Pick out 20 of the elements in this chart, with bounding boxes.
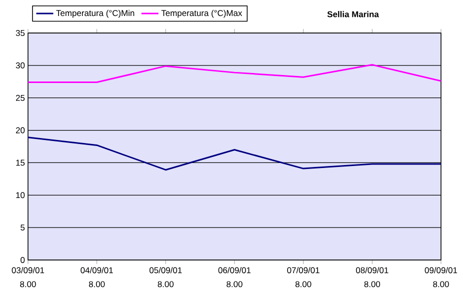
x-tick-label: 07/09/01 8.00 <box>287 267 320 288</box>
chart-title: Sellia Marina <box>327 11 379 18</box>
legend-label: Temperatura (°C)Max <box>161 10 242 18</box>
y-tick-label: 0 <box>20 257 25 263</box>
line-series <box>27 64 442 84</box>
x-tick-label: 08/09/01 8.00 <box>356 267 388 288</box>
y-tick-label: 30 <box>16 62 25 68</box>
x-tick-label: 09/09/01 8.00 <box>424 267 458 288</box>
x-tick-label: 04/09/01 8.00 <box>80 267 113 288</box>
legend-label: Temperatura (°C)Min <box>56 10 134 18</box>
x-tick-label: 06/09/01 8.00 <box>218 267 251 288</box>
y-tick-label: 35 <box>16 30 25 36</box>
y-tick-label: 25 <box>16 94 25 101</box>
x-tick-label: 03/09/01 8.00 <box>12 267 44 288</box>
y-tick-label: 5 <box>20 224 25 231</box>
y-tick-label: 20 <box>16 127 25 134</box>
x-tick-label: 05/09/01 8.00 <box>150 267 182 288</box>
y-tick-label: 15 <box>16 160 25 166</box>
line-series <box>27 136 442 171</box>
y-tick-label: 10 <box>16 192 25 198</box>
